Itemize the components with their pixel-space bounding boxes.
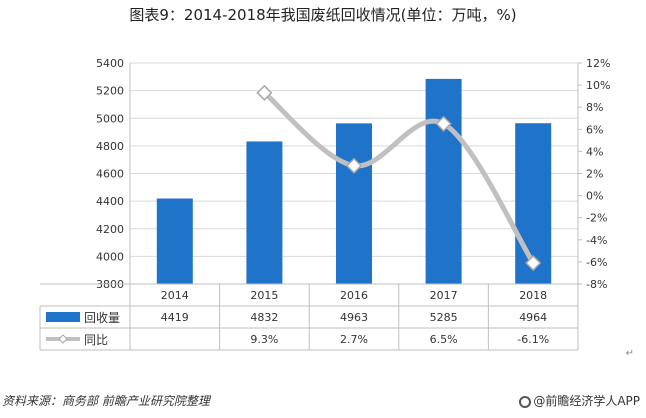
bar (246, 141, 283, 284)
table-cell-value: 4419 (161, 311, 189, 324)
chart-title: 图表9：2014-2018年我国废纸回收情况(单位：万吨，%) (129, 6, 517, 24)
legend-series-name: 回收量 (84, 311, 120, 325)
y-right-tick-label: 12% (586, 57, 610, 70)
table-cell-value: 4832 (250, 311, 278, 324)
table-cell-value: 6.5% (430, 333, 458, 346)
table-cell-value: 9.3% (250, 333, 278, 346)
legend-swatch-bar (46, 312, 80, 322)
y-right-tick-label: 4% (586, 145, 603, 158)
y-left-tick-label: 4400 (96, 195, 124, 208)
table-cell-value: 5285 (430, 311, 458, 324)
yoy-point (345, 157, 363, 174)
bar (156, 198, 193, 284)
return-mark: ↵ (625, 348, 634, 359)
y-left-tick-label: 4200 (96, 223, 124, 236)
bar (336, 123, 372, 284)
y-right-tick-label: 8% (586, 101, 603, 114)
x-category-label: 2016 (340, 289, 368, 302)
y-left-tick-label: 5200 (96, 85, 124, 98)
source-note: 资料来源：商务部 前瞻产业研究院整理 (2, 394, 210, 408)
y-right-tick-label: -6% (586, 256, 607, 269)
y-left-tick-label: 4000 (96, 250, 124, 263)
y-right-tick-label: 0% (586, 190, 603, 203)
y-right-tick-label: 6% (586, 123, 603, 136)
table-cell-value: -6.1% (517, 333, 549, 346)
x-category-label: 2015 (250, 289, 278, 302)
y-right-tick-label: -4% (586, 234, 607, 247)
x-category-label: 2018 (519, 289, 547, 302)
legend-swatch-marker (58, 334, 68, 344)
yoy-point (256, 84, 273, 101)
yoy-point (525, 254, 542, 272)
y-right-tick-label: 2% (586, 168, 603, 181)
brand-label: @前瞻经济学人APP (519, 392, 640, 409)
brand-text: @前瞻经济学人APP (533, 394, 640, 408)
table-cell-value: 4963 (340, 311, 368, 324)
yoy-point (435, 115, 452, 132)
bar (425, 78, 462, 285)
y-left-tick-label: 4800 (96, 140, 124, 153)
legend-series-name: 同比 (84, 333, 108, 347)
y-left-tick-label: 4600 (96, 168, 124, 181)
yoy-line (261, 90, 536, 266)
x-category-label: 2014 (161, 289, 189, 302)
table-cell-value: 4964 (519, 311, 547, 324)
x-category-label: 2017 (430, 289, 458, 302)
y-left-tick-label: 5400 (96, 57, 124, 70)
table-cell-value: 2.7% (340, 333, 368, 346)
brand-logo-icon (519, 396, 532, 408)
y-left-tick-label: 5000 (96, 112, 124, 125)
y-right-tick-label: 10% (586, 79, 610, 92)
y-right-tick-label: -2% (586, 212, 607, 225)
combo-chart: 380040004200440046004800500052005400-8%-… (39, 57, 610, 351)
y-right-tick-label: -8% (586, 278, 607, 291)
